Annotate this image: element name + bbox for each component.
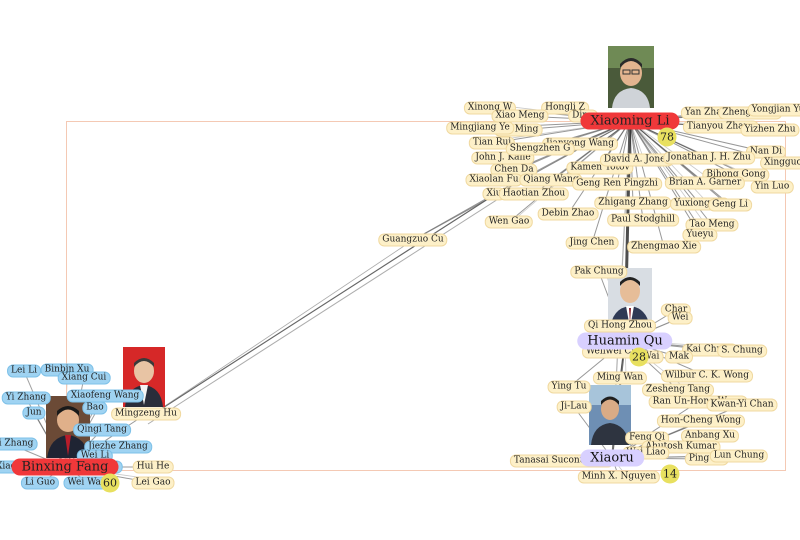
graph-node[interactable]: Wilbur C. K. Wong	[661, 370, 753, 383]
graph-node[interactable]: Wei	[668, 312, 693, 325]
graph-node[interactable]: Yongjian Yu	[748, 104, 800, 117]
graph-node[interactable]: Xiaofeng Wang	[67, 390, 144, 403]
graph-node[interactable]: Yi Zhang	[2, 392, 51, 405]
graph-node[interactable]: Haotian Zhou	[499, 188, 569, 201]
graph-node[interactable]: Ying Tu	[548, 381, 591, 394]
graph-node[interactable]: Geng Ren Pingzhi	[572, 178, 662, 191]
graph-node[interactable]: Ming Wan	[593, 372, 647, 385]
graph-node[interactable]: Yin Luo	[751, 181, 794, 194]
graph-node[interactable]: Pak Chung	[570, 266, 627, 279]
graph-node[interactable]: Xiaolan Fu	[465, 174, 522, 187]
graph-node[interactable]: Paul Stodghill	[607, 214, 679, 227]
graph-node[interactable]: Mak	[665, 351, 693, 364]
graph-node[interactable]: Jun	[22, 407, 45, 420]
graph-node[interactable]: Zhengmao Xie	[627, 241, 701, 254]
graph-node[interactable]: Shengzhen G	[506, 143, 575, 156]
degree-badge: 60	[101, 474, 120, 493]
graph-node[interactable]: Minh X. Nguyen	[578, 471, 660, 484]
person-photo-icon	[608, 46, 654, 108]
graph-node[interactable]: Jing Chen	[566, 237, 619, 250]
hub-node-label[interactable]: Binxing Fang	[12, 459, 119, 476]
graph-node[interactable]: Lei Gao	[131, 477, 174, 490]
graph-node[interactable]: Qi Hong Zhou	[584, 320, 656, 333]
degree-badge: 78	[658, 128, 677, 147]
graph-node[interactable]: Hon-Cheng Wong	[657, 415, 745, 428]
graph-node[interactable]: Lei Li	[7, 365, 41, 378]
graph-node[interactable]: Geng Li	[708, 199, 752, 212]
graph-node[interactable]: Ji-Lau	[557, 401, 592, 414]
graph-node[interactable]: Li Guo	[21, 477, 59, 490]
graph-node[interactable]: Kwan-Yi Chan	[706, 399, 777, 412]
degree-badge: 28	[630, 348, 649, 367]
hub-node-label[interactable]: Xiaoru	[580, 450, 644, 467]
graph-node[interactable]: Zhi Zhang	[0, 438, 37, 451]
graph-node[interactable]: Xiang Cui	[58, 372, 111, 385]
graph-node[interactable]: Yueyu	[682, 229, 717, 242]
graph-node[interactable]: Mingzeng Hu	[111, 408, 181, 421]
graph-node[interactable]: Debin Zhao	[538, 208, 599, 221]
graph-node[interactable]: S. Chung	[717, 345, 767, 358]
graph-node[interactable]: Brian A. Garner	[665, 177, 745, 190]
graph-node[interactable]: Mingjiang Ye	[446, 122, 514, 135]
graph-node[interactable]: Guangzuo Cu	[378, 234, 447, 247]
graph-node[interactable]: Jonathan J. H. Zhu	[663, 152, 755, 165]
graph-node[interactable]: Zhigang Zhang	[594, 197, 671, 210]
graph-node[interactable]: Bao	[82, 402, 107, 415]
portrait-xiaoming-li[interactable]	[608, 46, 654, 108]
graph-node[interactable]: Xingguo	[760, 157, 800, 170]
graph-node[interactable]: Yizhen Zhu	[740, 124, 799, 137]
graph-node[interactable]: Hui He	[133, 461, 174, 474]
graph-node[interactable]: Qingi Tang	[73, 424, 131, 437]
hub-node-label[interactable]: Huamin Qu	[577, 333, 672, 350]
degree-badge: 14	[661, 465, 680, 484]
graph-node[interactable]: Wen Gao	[485, 216, 533, 229]
graph-node[interactable]: Lun Chung	[710, 450, 768, 463]
